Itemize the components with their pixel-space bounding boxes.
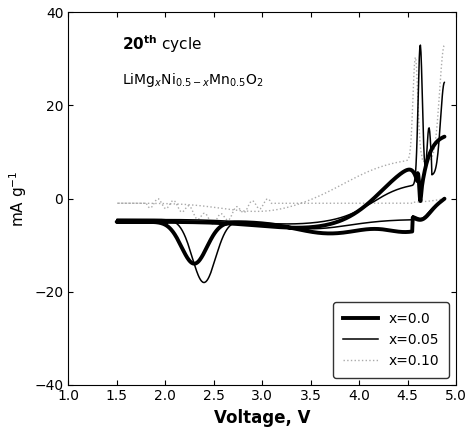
Y-axis label: mA g$^{-1}$: mA g$^{-1}$ (7, 170, 28, 227)
Legend: x=0.0, x=0.05, x=0.10: x=0.0, x=0.05, x=0.10 (333, 302, 449, 378)
X-axis label: Voltage, V: Voltage, V (214, 409, 310, 427)
Text: $\mathbf{20^{th}}$ cycle: $\mathbf{20^{th}}$ cycle (121, 33, 201, 55)
Text: LiMg$_x$Ni$_{0.5-x}$Mn$_{0.5}$O$_2$: LiMg$_x$Ni$_{0.5-x}$Mn$_{0.5}$O$_2$ (121, 71, 263, 89)
